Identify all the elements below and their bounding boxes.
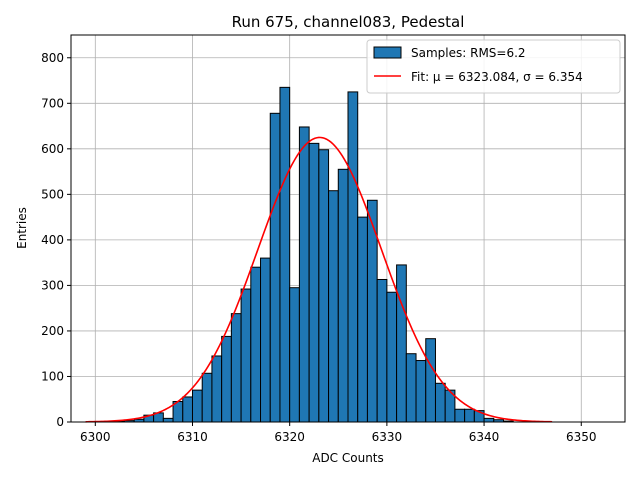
- histogram-bar: [289, 287, 300, 423]
- histogram-bar: [182, 396, 193, 423]
- x-axis-label: ADC Counts: [312, 451, 384, 465]
- y-tick-label: 800: [41, 51, 64, 65]
- histogram-bar: [464, 408, 475, 423]
- x-tick-label: 6350: [566, 430, 597, 444]
- legend-label-samples: Samples: RMS=6.2: [411, 46, 526, 60]
- fit-curve: [85, 136, 553, 423]
- histogram-bar: [318, 149, 330, 423]
- histogram-bar: [386, 291, 398, 423]
- y-tick-label: 0: [56, 415, 64, 429]
- histogram-bar: [230, 313, 242, 423]
- histogram-bar: [376, 278, 388, 423]
- histogram-bar: [328, 190, 339, 423]
- histogram-bar: [162, 417, 174, 423]
- y-tick-label: 500: [41, 187, 64, 201]
- histogram-bar: [483, 417, 495, 423]
- histogram-bar: [396, 264, 407, 423]
- chart-title: Run 675, channel083, Pedestal: [232, 13, 465, 31]
- histogram-bar: [221, 335, 232, 423]
- histogram-bar: [240, 288, 252, 423]
- histogram-bar: [405, 353, 417, 423]
- y-tick-label: 600: [41, 142, 64, 156]
- histogram-bar: [201, 372, 213, 423]
- histogram-bar: [434, 382, 446, 423]
- y-tick-label: 700: [41, 96, 64, 110]
- y-tick-label: 200: [41, 324, 64, 338]
- y-tick-label: 300: [41, 278, 64, 292]
- histogram-bars: [114, 86, 514, 423]
- x-axis-ticks: 6300 6310 6320 6330 6340 6350: [80, 422, 597, 444]
- histogram-bar: [250, 266, 262, 423]
- legend-swatch-bars: [373, 46, 402, 59]
- x-tick-label: 6320: [274, 430, 305, 444]
- x-tick-label: 6310: [177, 430, 208, 444]
- x-tick-label: 6330: [372, 430, 403, 444]
- legend: Samples: RMS=6.2 Fit: μ = 6323.084, σ = …: [366, 39, 621, 94]
- y-tick-label: 400: [41, 233, 64, 247]
- y-axis-label: Entries: [15, 207, 29, 249]
- histogram-bar: [347, 91, 359, 423]
- histogram-bar: [357, 216, 368, 423]
- histogram-bar: [269, 112, 281, 423]
- x-tick-label: 6300: [80, 430, 111, 444]
- x-tick-label: 6340: [469, 430, 500, 444]
- histogram-bar: [260, 257, 271, 423]
- histogram-bar: [298, 126, 310, 423]
- legend-label-fit: Fit: μ = 6323.084, σ = 6.354: [411, 70, 583, 84]
- histogram-bar: [211, 355, 223, 423]
- histogram-bar: [425, 338, 436, 423]
- histogram-bar: [415, 360, 427, 423]
- y-tick-label: 100: [41, 369, 64, 383]
- histogram-bar: [454, 408, 466, 423]
- legend-box: [366, 39, 621, 94]
- y-axis-ticks: 0 100 200 300 400 500 600 700 800: [41, 51, 71, 429]
- histogram-bar: [279, 86, 291, 423]
- histogram-bar: [191, 389, 203, 423]
- histogram-bar: [308, 142, 320, 423]
- plot-frame: [70, 34, 626, 423]
- histogram-bar: [337, 168, 349, 423]
